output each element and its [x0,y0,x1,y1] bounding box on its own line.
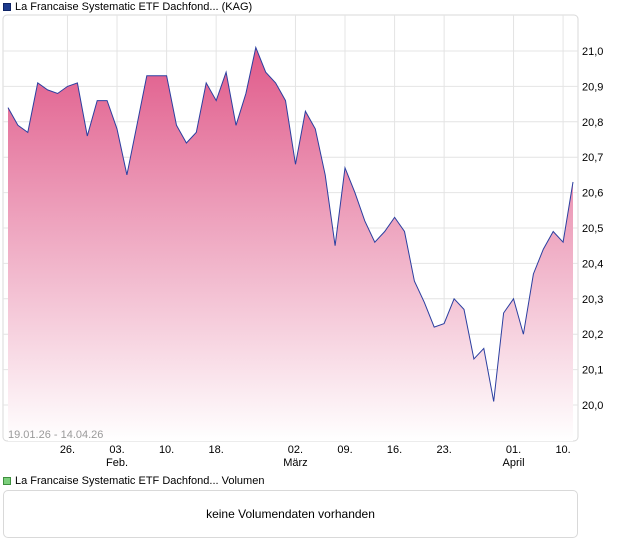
x-axis: 26. 03.Feb. 10. 18. 02.März 09. 16. 23. 01.April… [60,444,571,469]
y-tick-label: 20,1 [582,365,603,377]
y-tick-label: 20,8 [582,117,603,129]
price-legend: La Francaise Systematic ETF Dachfond... … [3,0,252,13]
x-tick-label: 16. [387,444,402,456]
x-tick-month-label: März [283,457,307,469]
x-tick-label: 03. [109,444,124,456]
y-tick-label: 20,4 [582,258,603,270]
price-line [7,45,574,402]
volume-legend-swatch [3,476,11,485]
x-tick-label: 26. [60,444,75,456]
x-tick-month-label: April [503,457,525,469]
price-chart: 21,0 20,9 20,8 20,7 20,6 20,5 20,4 20,3 20,2 20,1… [2,14,603,469]
y-tick-label: 20,6 [582,188,603,200]
y-axis: 21,0 20,9 20,8 20,7 20,6 20,5 20,4 20,3 20,2 20,1… [582,46,603,412]
price-legend-swatch [3,2,11,11]
x-tick-label: 10. [555,444,570,456]
volume-panel: keine Volumendaten vorhanden [3,490,578,538]
x-tick-label: 01. [506,444,521,456]
date-range-label: 19.01.26 - 14.04.26 [8,429,103,441]
y-tick-label: 20,7 [582,152,603,164]
x-tick-label: 18. [209,444,224,456]
price-legend-label: La Francaise Systematic ETF Dachfond... … [15,0,253,13]
y-tick-label: 20,9 [582,81,603,93]
x-tick-label: 09. [337,444,352,456]
y-tick-label: 20,2 [582,329,603,341]
volume-legend: La Francaise Systematic ETF Dachfond... … [3,474,264,487]
x-tick-label: 10. [159,444,174,456]
y-tick-label: 20,0 [582,400,603,412]
volume-empty-message: keine Volumendaten vorhanden [206,507,375,521]
y-tick-label: 20,5 [582,223,603,235]
volume-legend-label: La Francaise Systematic ETF Dachfond... … [15,474,265,487]
x-tick-month-label: Feb. [106,457,128,469]
x-tick-label: 23. [436,444,451,456]
y-tick-label: 20,3 [582,294,603,306]
y-tick-label: 21,0 [582,46,603,58]
price-area [8,47,573,441]
x-tick-label: 02. [288,444,303,456]
